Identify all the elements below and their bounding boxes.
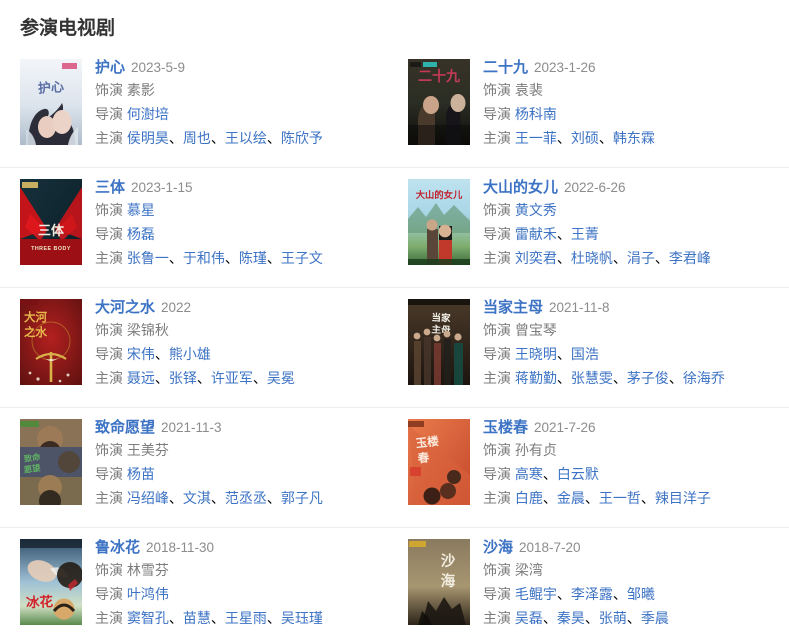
svg-text:大山的女儿: 大山的女儿 <box>416 189 463 200</box>
svg-text:护心: 护心 <box>37 79 64 96</box>
svg-text:春: 春 <box>417 450 431 465</box>
svg-text:THREE BODY: THREE BODY <box>31 246 71 252</box>
svg-text:冰花: 冰花 <box>26 593 54 610</box>
svg-text:当家: 当家 <box>431 312 451 325</box>
svg-text:二十九: 二十九 <box>418 68 460 85</box>
svg-text:海: 海 <box>441 572 456 590</box>
svg-text:大河: 大河 <box>24 310 47 324</box>
svg-text:之水: 之水 <box>24 325 47 339</box>
svg-text:三体: 三体 <box>38 223 65 238</box>
svg-text:沙: 沙 <box>441 553 456 570</box>
